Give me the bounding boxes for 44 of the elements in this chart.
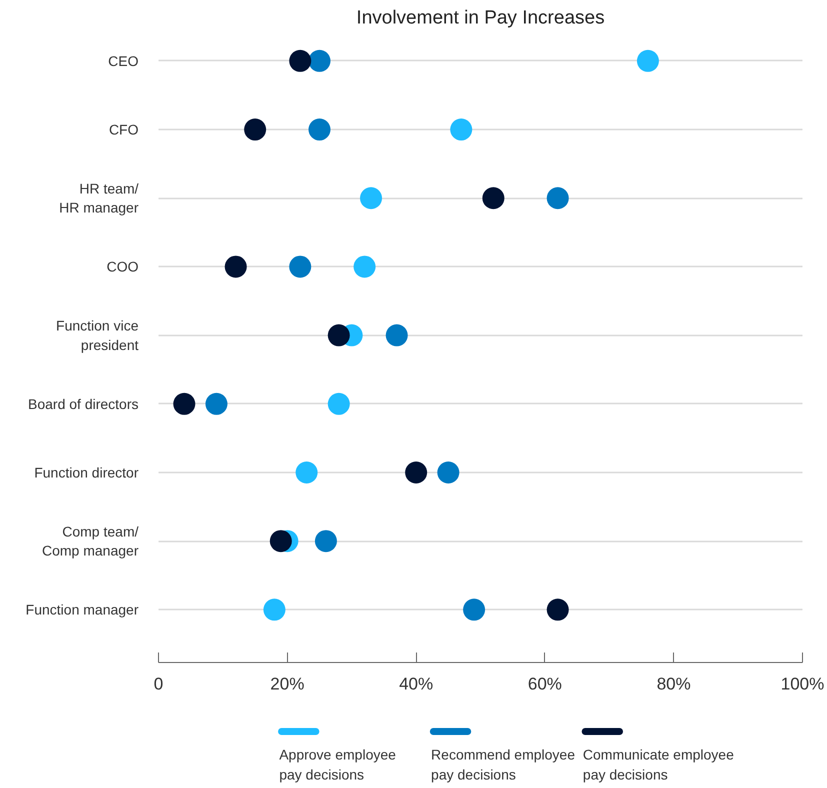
point (308, 50, 330, 72)
point (463, 598, 486, 621)
point (546, 598, 569, 621)
y-tick-label: Comp team/ Comp manager (42, 523, 139, 559)
point (308, 118, 330, 141)
point (360, 187, 382, 210)
point (314, 530, 337, 552)
point (244, 118, 266, 141)
y-tick-label: CFO (108, 122, 139, 138)
x-tick-label: 80% (656, 674, 691, 694)
y-tick-label: Board of directors (28, 396, 139, 412)
point (328, 324, 350, 346)
y-tick-label: HR team/ HR manager (59, 180, 139, 216)
point (328, 392, 350, 415)
point (450, 118, 472, 141)
x-tick-label: 20% (270, 674, 304, 694)
point (205, 392, 228, 415)
y-tick-label: CEO (108, 52, 139, 69)
x-tick-label: 40% (399, 674, 434, 694)
legend-label: Recommend employee pay decisions (431, 746, 576, 782)
point (289, 50, 312, 72)
point (386, 324, 408, 346)
point (263, 598, 286, 621)
point (405, 462, 428, 484)
x-tick-label: 100% (780, 674, 824, 694)
y-tick-label: Function vice president (56, 318, 139, 353)
legend-label: Communicate employee pay decisions (582, 746, 734, 782)
legend-label: Approve employee pay decisions (279, 746, 396, 782)
point (636, 50, 659, 72)
x-tick-label: 60% (528, 674, 562, 694)
y-tick-label: Function director (34, 464, 139, 480)
y-tick-label: Function manager (26, 602, 139, 618)
x-tick-label: 0 (154, 674, 164, 694)
point (173, 392, 196, 415)
chart-title: Involvement in Pay Increases (356, 8, 605, 28)
point (437, 462, 460, 484)
point (354, 256, 376, 278)
point (296, 462, 318, 484)
point (482, 187, 504, 210)
point (224, 256, 247, 278)
point (289, 256, 312, 278)
point (270, 530, 292, 552)
point (546, 187, 569, 210)
y-tick-label: COO (106, 258, 139, 275)
